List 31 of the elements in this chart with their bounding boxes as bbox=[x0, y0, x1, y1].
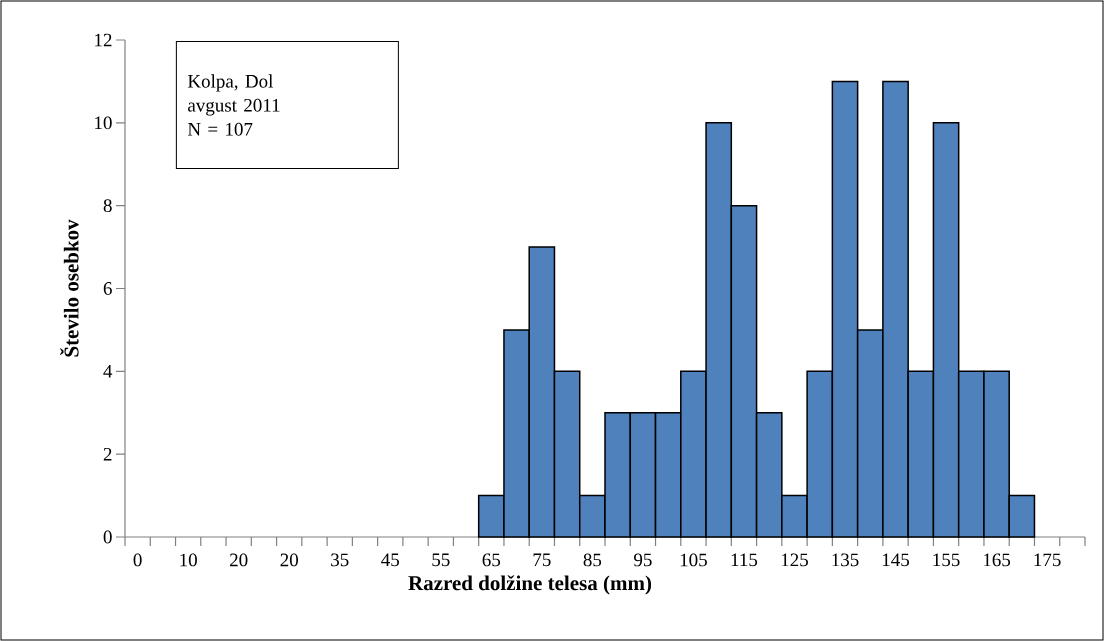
y-tick-label: 12 bbox=[95, 33, 112, 47]
x-tick-label: 105 bbox=[680, 553, 707, 567]
x-axis-title: Razred dolžine telesa (mm) bbox=[408, 575, 652, 595]
annotation: N = 107 bbox=[187, 122, 253, 136]
y-tick-label: 8 bbox=[103, 199, 112, 213]
y-tick-label: 0 bbox=[103, 530, 112, 544]
x-tick-label: 35 bbox=[331, 553, 349, 567]
x-tick-label: 165 bbox=[983, 553, 1011, 567]
annotation: avgust 2011 bbox=[188, 98, 280, 116]
x-tick-label: 85 bbox=[583, 553, 602, 567]
x-tick-label: 175 bbox=[1034, 553, 1061, 567]
x-tick-label: 65 bbox=[482, 553, 501, 567]
y-tick-label: 2 bbox=[103, 447, 112, 461]
y-tick-label: 4 bbox=[103, 365, 113, 378]
x-tick-label: 10 bbox=[180, 553, 197, 567]
y-tick-label: 10 bbox=[95, 116, 112, 130]
x-tick-label: 155 bbox=[933, 553, 960, 567]
x-tick-label: 95 bbox=[634, 553, 652, 567]
x-tick-label: 20 bbox=[230, 553, 248, 567]
x-tick-label: 20 bbox=[280, 553, 298, 567]
x-tick-label: 55 bbox=[432, 553, 450, 567]
x-tick-label: 0 bbox=[133, 553, 142, 567]
annotation: Kolpa, Dol bbox=[187, 74, 273, 92]
x-tick-label: 125 bbox=[781, 553, 808, 567]
x-tick-label: 145 bbox=[882, 553, 910, 567]
x-tick-label: 115 bbox=[731, 553, 758, 567]
y-tick-label: 6 bbox=[103, 282, 112, 295]
x-tick-label: 75 bbox=[533, 553, 551, 567]
y-axis-title: Število osebkov bbox=[60, 219, 79, 357]
x-tick-label: 45 bbox=[381, 553, 400, 567]
x-tick-label: 135 bbox=[832, 553, 859, 567]
